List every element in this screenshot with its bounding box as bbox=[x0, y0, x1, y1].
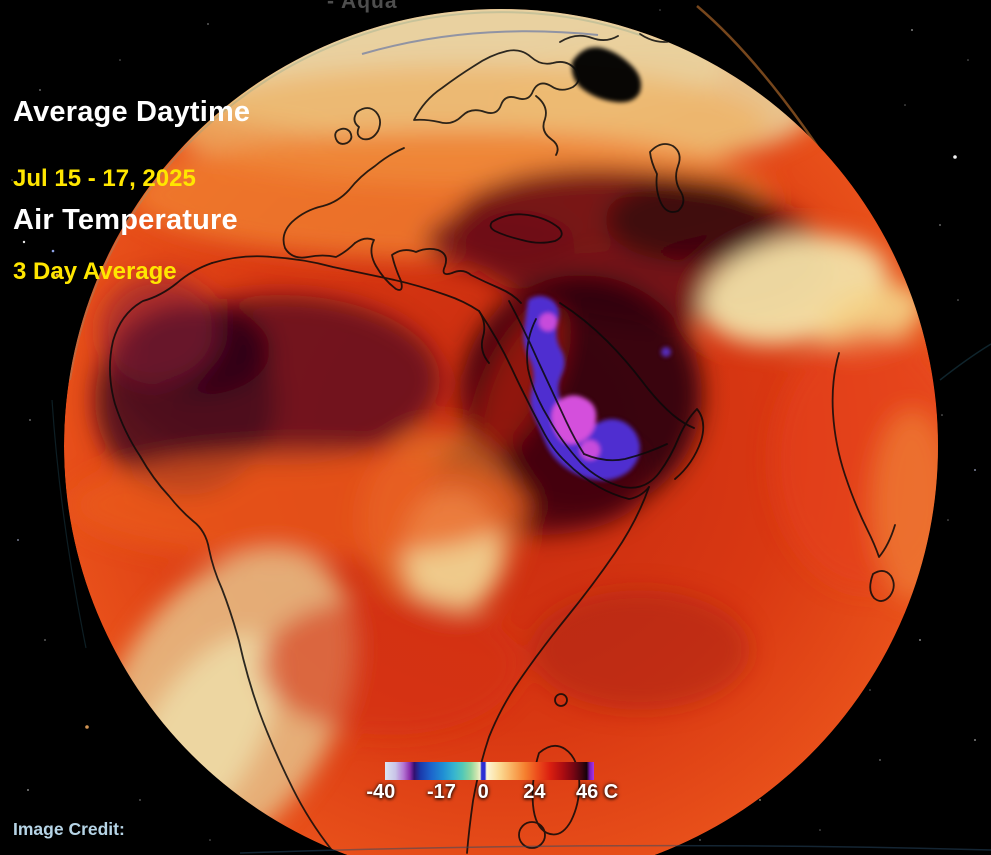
title-line-2: Air Temperature bbox=[13, 204, 238, 236]
colorbar-tick: 0 bbox=[477, 781, 489, 803]
date-range: Jul 15 - 17, 2025 bbox=[13, 165, 196, 192]
coastlines bbox=[109, 33, 896, 854]
colorbar-tick: -17 bbox=[426, 781, 456, 803]
date-block: Jul 15 - 17, 2025 3 Day Average bbox=[13, 101, 196, 349]
colorbar-gradient bbox=[385, 762, 594, 780]
colorbar-ticks: -40 -17 0 24 46 C bbox=[366, 781, 618, 803]
starfield bbox=[11, 9, 976, 841]
title-line-1: Average Daytime bbox=[13, 96, 251, 128]
colorbar-tick: 24 bbox=[523, 781, 546, 803]
credit-line-1: Image Credit: bbox=[13, 819, 125, 839]
orbit-line-bottom bbox=[239, 844, 991, 854]
colorbar-tick: 46 C bbox=[576, 781, 619, 803]
extreme-heat-anomaly bbox=[523, 296, 671, 481]
title-block: Average Daytime Air Temperature bbox=[13, 22, 250, 310]
atmosphere-rim bbox=[69, 11, 641, 381]
globe-surface bbox=[64, 9, 938, 855]
credit-block: Image Credit: NASA Global Climate Change… bbox=[13, 774, 258, 855]
satellite-label: - Aqua bbox=[327, 0, 398, 13]
colorbar-tick: -40 bbox=[366, 781, 396, 803]
date-subtitle: 3 Day Average bbox=[13, 258, 177, 285]
graticule-line bbox=[361, 30, 599, 55]
colorbar bbox=[385, 762, 594, 780]
orbit-lines bbox=[51, 5, 991, 649]
data-gap-blob bbox=[571, 47, 641, 103]
